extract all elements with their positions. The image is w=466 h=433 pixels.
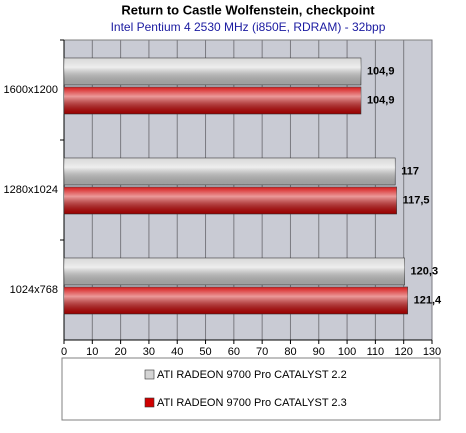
x-tick-label: 100 — [338, 346, 356, 358]
value-label: 121,4 — [414, 294, 442, 306]
legend-swatch — [144, 369, 155, 380]
bar — [63, 86, 362, 115]
value-label: 117,5 — [403, 194, 430, 206]
x-tick-label: 80 — [284, 346, 296, 358]
chart-subtitle: Intel Pentium 4 2530 MHz (i850E, RDRAM) … — [111, 20, 386, 34]
bar — [63, 186, 397, 215]
legend-swatch — [144, 397, 155, 408]
x-tick-label: 0 — [61, 346, 67, 358]
value-label: 104,9 — [367, 65, 395, 77]
x-tick-label: 110 — [367, 346, 385, 358]
x-tick-label: 130 — [423, 346, 441, 358]
bar — [63, 157, 396, 186]
x-tick-label: 50 — [199, 346, 211, 358]
value-label: 104,9 — [367, 94, 395, 106]
chart-title: Return to Castle Wolfenstein, checkpoint — [121, 2, 375, 17]
x-tick-label: 90 — [313, 346, 325, 358]
y-tick-label: 1280x1024 — [4, 184, 58, 196]
x-tick-label: 70 — [256, 346, 268, 358]
legend-label: ATI RADEON 9700 Pro CATALYST 2.2 — [157, 369, 347, 381]
x-tick-label: 60 — [228, 346, 240, 358]
x-tick-label: 120 — [395, 346, 413, 358]
y-tick-label: 1600x1200 — [4, 84, 58, 96]
legend-label: ATI RADEON 9700 Pro CATALYST 2.3 — [157, 397, 347, 409]
y-tick-label: 1024x768 — [10, 284, 58, 296]
x-tick-label: 40 — [171, 346, 183, 358]
x-tick-label: 30 — [143, 346, 155, 358]
bar — [63, 286, 408, 315]
value-label: 120,3 — [411, 265, 439, 277]
x-tick-label: 10 — [86, 346, 98, 358]
bar — [63, 257, 405, 286]
value-label: 117 — [401, 165, 419, 177]
bar — [63, 57, 362, 86]
legend — [61, 357, 441, 421]
x-tick-label: 20 — [114, 346, 126, 358]
